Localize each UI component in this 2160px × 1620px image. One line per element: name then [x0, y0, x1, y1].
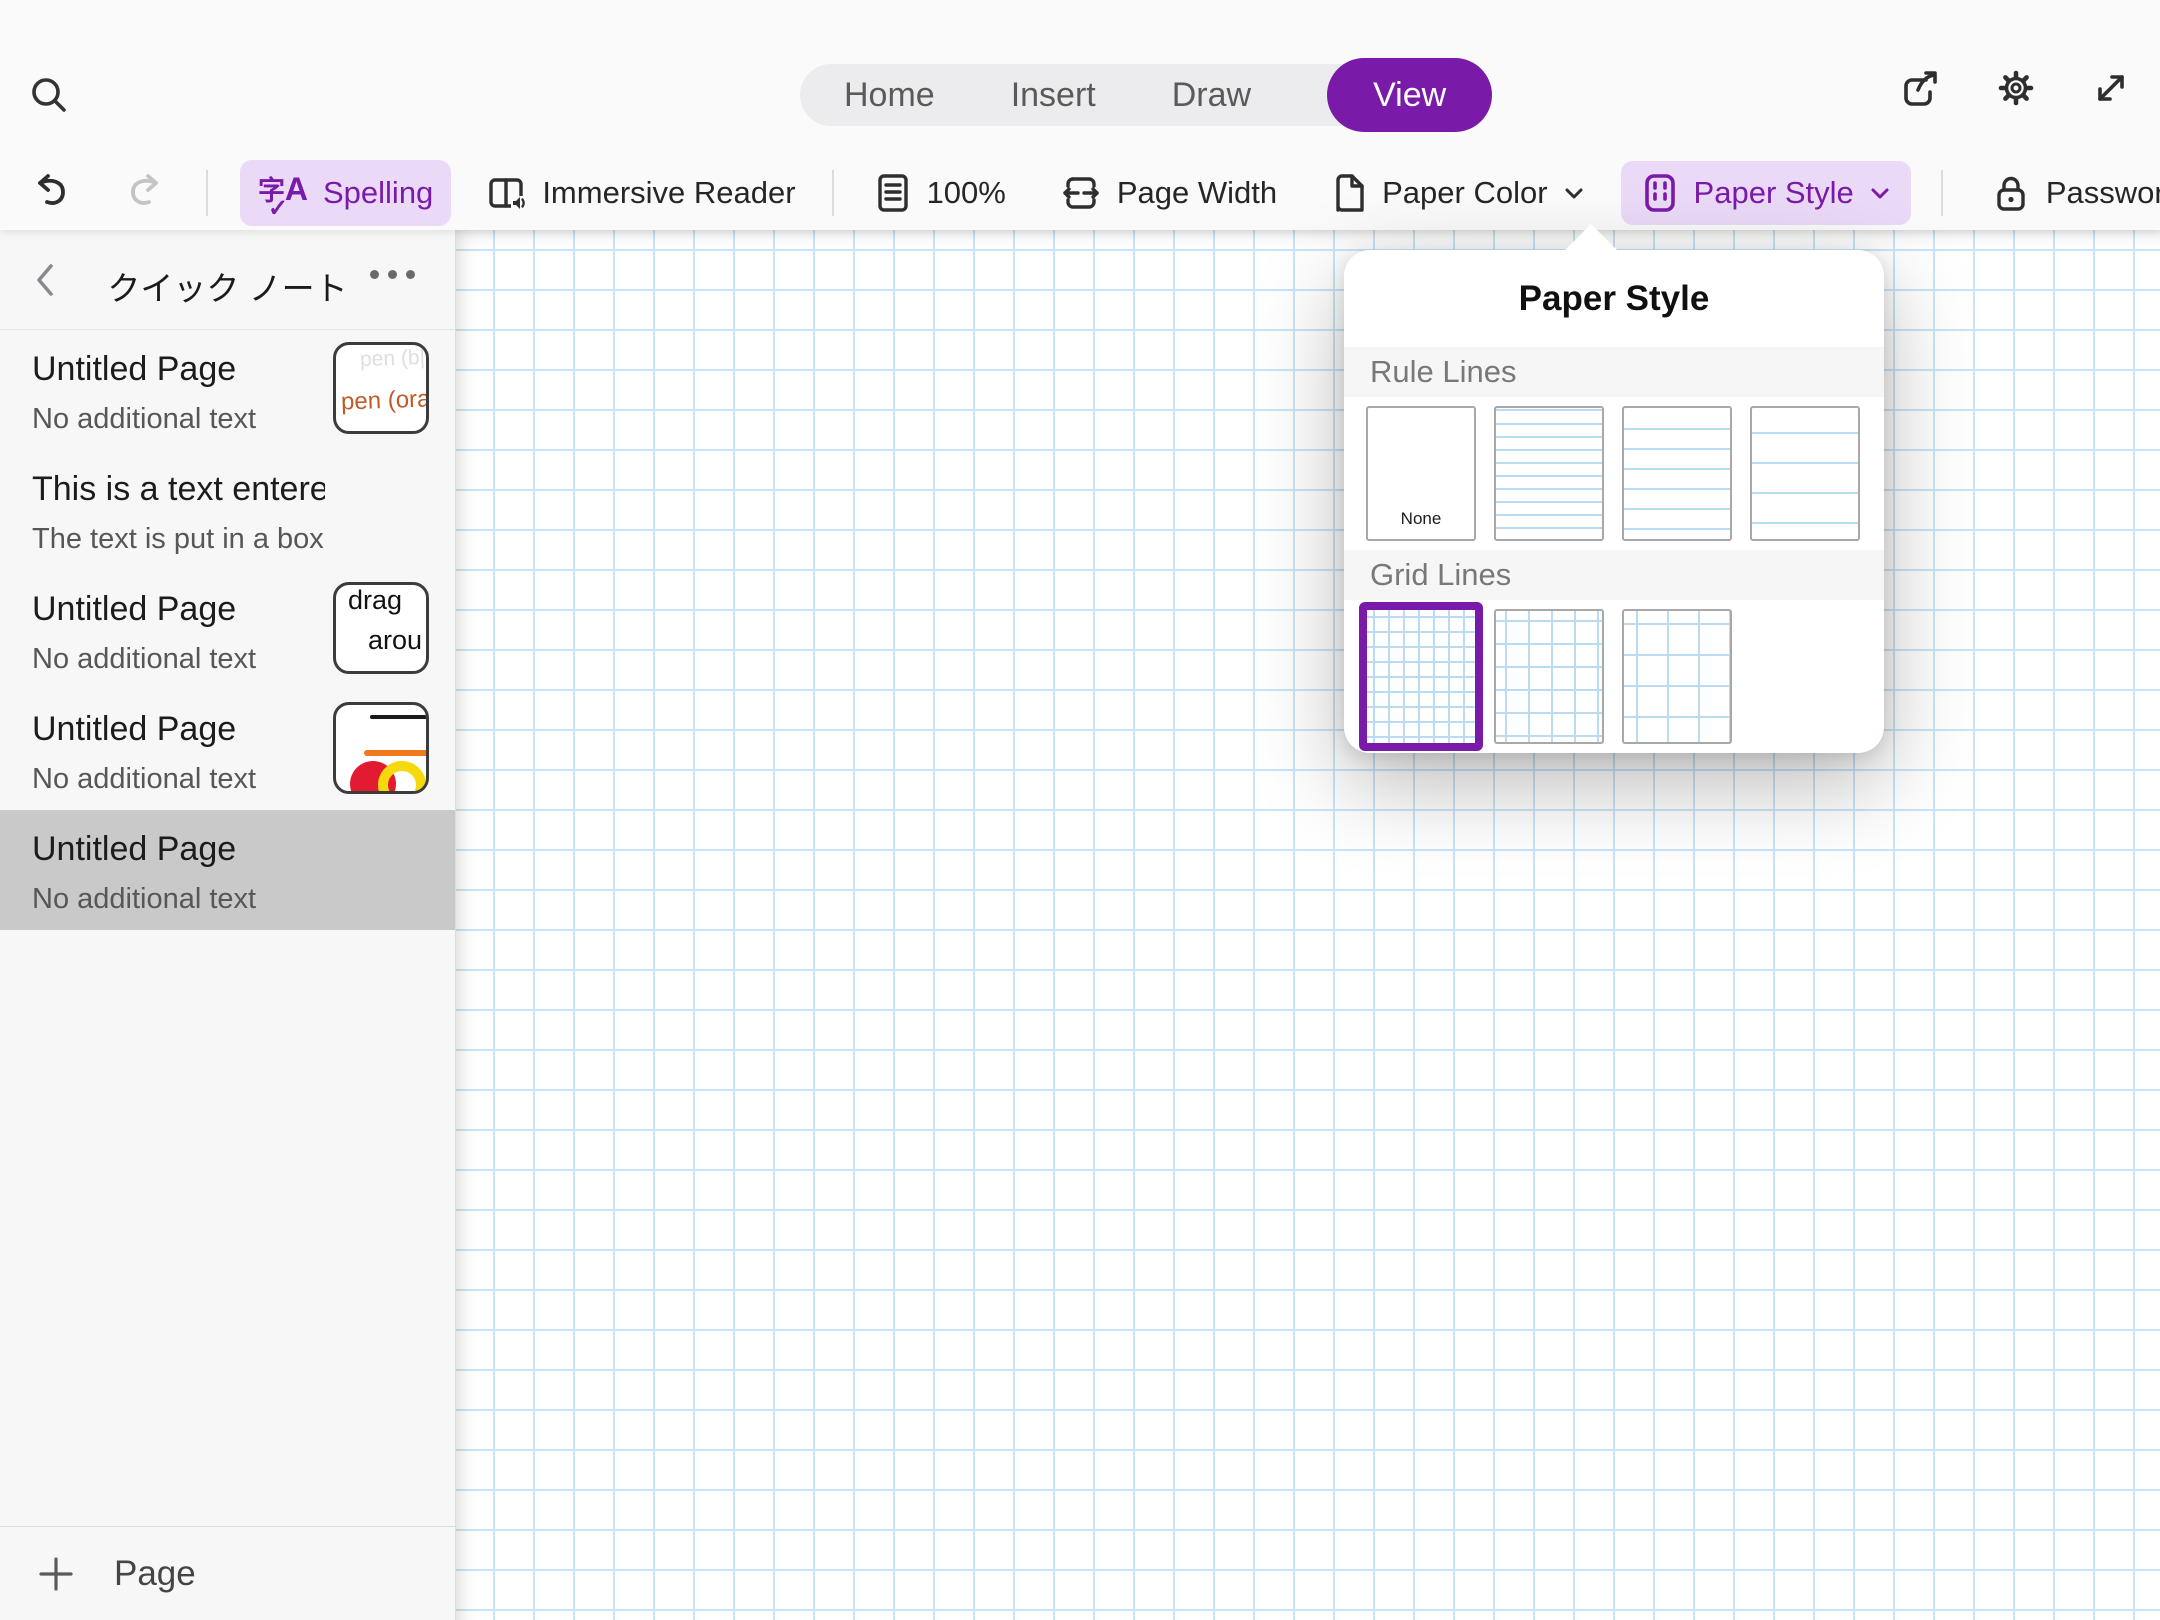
- paper-style-button[interactable]: Paper Style: [1620, 160, 1911, 225]
- lock-icon: [1989, 170, 2033, 216]
- top-chrome: Home Insert Draw View: [0, 0, 2160, 230]
- search-button[interactable]: [26, 72, 72, 118]
- zoom-level-button[interactable]: 100%: [872, 170, 1006, 216]
- page-title: Untitled Page: [32, 710, 237, 748]
- chevron-down-icon: [1867, 180, 1893, 206]
- add-page-button[interactable]: Page: [0, 1526, 455, 1620]
- page-subtitle: No additional text: [32, 403, 257, 435]
- gear-icon: [1992, 64, 2040, 112]
- page-list-sidebar: クイック ノート Untitled Page No additional tex…: [0, 230, 456, 1620]
- share-icon: [1896, 64, 1944, 112]
- ribbon-divider: [206, 169, 208, 216]
- paper-color-label: Paper Color: [1382, 174, 1548, 210]
- password-protection-label: Password Protection: [2045, 174, 2160, 210]
- paper-style-option-large-grid[interactable]: [1622, 609, 1732, 744]
- page-width-icon: [1058, 170, 1104, 216]
- paper-color-button[interactable]: Paper Color: [1329, 170, 1586, 216]
- popup-title: Paper Style: [1518, 278, 1710, 318]
- paper-color-icon: [1329, 170, 1369, 216]
- undo-icon: [30, 170, 76, 216]
- notebook-section-title: クイック ノート: [107, 270, 348, 307]
- tab-view[interactable]: View: [1327, 58, 1493, 132]
- spelling-button[interactable]: 字 A ✓ Spelling: [240, 159, 452, 226]
- immersive-reader-icon: [483, 170, 529, 216]
- page-subtitle: No additional text: [32, 763, 257, 795]
- view-ribbon: 字 A ✓ Spelling: [0, 155, 2160, 230]
- plus-icon: [36, 1554, 76, 1594]
- spelling-label: Spelling: [323, 174, 434, 210]
- rule-lines-options: None: [1344, 397, 1884, 550]
- rule-lines-section-label: Rule Lines: [1344, 347, 1884, 397]
- page-list-item[interactable]: Untitled Page No additional text pen (b|…: [0, 330, 455, 450]
- page-title: Untitled Page: [32, 350, 237, 388]
- paper-style-option-none[interactable]: None: [1366, 406, 1476, 541]
- zoom-document-icon: [872, 170, 914, 216]
- page-thumbnail-drag-handwriting: drag arou: [333, 582, 429, 674]
- page-title: This is a text entered in...: [32, 470, 325, 508]
- page-title: Untitled Page: [32, 830, 237, 868]
- immersive-reader-label: Immersive Reader: [542, 174, 796, 210]
- page-list-item-selected[interactable]: Untitled Page No additional text: [0, 810, 455, 930]
- page-list-item[interactable]: Untitled Page No additional text: [0, 690, 455, 810]
- tab-home[interactable]: Home: [844, 75, 935, 114]
- paper-style-option-wide-rule[interactable]: [1750, 406, 1860, 541]
- spelling-icon: 字 A ✓: [258, 170, 308, 222]
- ellipsis-icon: [370, 270, 379, 279]
- grid-lines-options: [1344, 600, 1884, 753]
- more-options-button[interactable]: [370, 270, 415, 279]
- page-subtitle: No additional text: [32, 643, 257, 675]
- immersive-reader-button[interactable]: Immersive Reader: [483, 170, 796, 216]
- zoom-level-label: 100%: [926, 174, 1006, 210]
- sidebar-header: クイック ノート: [0, 230, 455, 330]
- add-page-label: Page: [114, 1553, 196, 1593]
- page-subtitle: The text is put in a box called...: [32, 523, 325, 555]
- window-actions: [1896, 64, 2134, 112]
- expand-icon: [2088, 65, 2134, 111]
- password-protection-button[interactable]: Password Protection: [1989, 170, 2160, 216]
- search-icon: [26, 72, 72, 118]
- paper-style-label: Paper Style: [1693, 174, 1854, 210]
- page-width-button[interactable]: Page Width: [1058, 170, 1277, 216]
- ribbon-tab-bar: Home Insert Draw View: [800, 58, 1493, 132]
- page-list: Untitled Page No additional text pen (b|…: [0, 330, 455, 1526]
- ribbon-divider: [1940, 169, 1943, 216]
- paper-style-option-narrow-rule[interactable]: [1494, 406, 1604, 541]
- note-canvas-grid-paper[interactable]: [456, 230, 2160, 1620]
- grid-lines-section-label: Grid Lines: [1344, 550, 1884, 600]
- paper-style-popup: Paper Style Rule Lines None Grid Lines: [1344, 224, 1884, 753]
- redo-icon: [120, 170, 166, 216]
- settings-button[interactable]: [1992, 64, 2040, 112]
- redo-button[interactable]: [120, 170, 166, 216]
- page-width-label: Page Width: [1116, 174, 1278, 210]
- tab-draw[interactable]: Draw: [1171, 75, 1252, 114]
- paper-style-option-small-grid-selected[interactable]: [1359, 602, 1483, 751]
- share-button[interactable]: [1896, 64, 1944, 112]
- page-title: Untitled Page: [32, 590, 237, 628]
- title-bar: Home Insert Draw View: [0, 0, 2160, 155]
- paper-style-option-medium-grid[interactable]: [1494, 609, 1604, 744]
- chevron-down-icon: [1561, 180, 1587, 206]
- tab-insert[interactable]: Insert: [1010, 75, 1096, 114]
- back-button[interactable]: [30, 260, 62, 300]
- fullscreen-button[interactable]: [2088, 65, 2134, 111]
- page-thumbnail-pen-handwriting: pen (b| pen (ora: [333, 342, 429, 434]
- paper-style-option-medium-rule[interactable]: [1622, 406, 1732, 541]
- paper-style-icon: [1639, 170, 1681, 216]
- page-subtitle: No additional text: [32, 883, 257, 915]
- page-thumbnail-colored-shapes: [333, 702, 429, 794]
- ribbon-divider: [831, 169, 834, 216]
- undo-button[interactable]: [30, 170, 76, 216]
- none-option-label: None: [1400, 509, 1442, 528]
- page-list-item[interactable]: Untitled Page No additional text drag ar…: [0, 570, 455, 690]
- page-list-item[interactable]: This is a text entered in... The text is…: [0, 450, 455, 570]
- chevron-left-icon: [30, 260, 62, 300]
